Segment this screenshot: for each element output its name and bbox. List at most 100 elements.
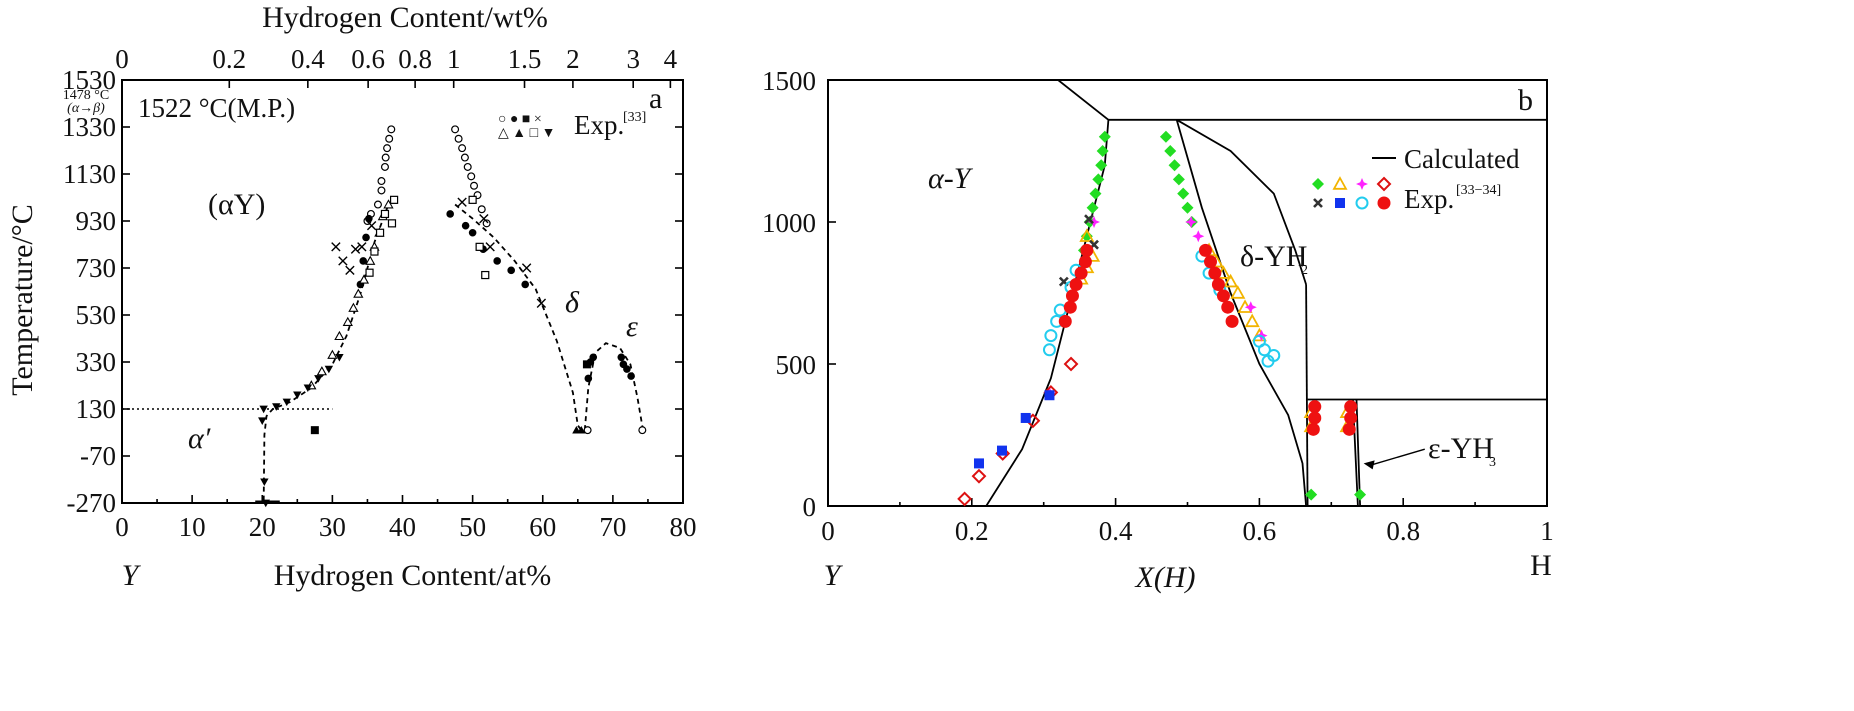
data-point-open-circle — [380, 162, 389, 171]
data-point-open-circle — [477, 205, 486, 214]
data-point-open-circle — [460, 153, 469, 162]
data-point-green-diamond — [1092, 173, 1105, 186]
y-tick-label: 730 — [76, 253, 117, 283]
data-point-red-circle — [1308, 411, 1322, 425]
alpha-solvus-line — [262, 204, 390, 501]
x2-tick-label: 1.5 — [508, 44, 542, 74]
data-point-cyan-circle — [1044, 329, 1058, 343]
calculated-line — [1305, 284, 1309, 507]
data-point-red-circle — [1211, 277, 1225, 291]
x-tick-label: 60 — [529, 512, 556, 542]
data-point-green-diamond — [1164, 145, 1177, 157]
data-point-filled-circle — [359, 257, 368, 265]
data-point-open-circle — [463, 162, 472, 171]
data-point-cross — [350, 244, 361, 254]
x-tick-label: 0 — [821, 516, 835, 546]
y-tick-label: 0 — [803, 492, 817, 522]
data-point-open-square — [475, 242, 484, 251]
data-point-yellow-triangle — [1223, 273, 1239, 288]
data-point-open-circle — [381, 153, 390, 162]
data-point-filled-circle — [365, 214, 373, 223]
delta-label: δ — [565, 286, 580, 319]
x-axis-label: X(H) — [1135, 561, 1196, 594]
data-point-yellow-triangle — [1230, 285, 1246, 299]
data-point-filled-circle — [468, 228, 477, 237]
series-filled-down-triangle — [258, 353, 344, 508]
data-point-open-square — [468, 195, 477, 204]
data-point-dark-cross — [1084, 214, 1094, 225]
data-point-open-circle — [454, 134, 463, 143]
panel-a-chart: 0 10 20 30 40 50 60 70 80 0 0.2 0.4 0.6 0.8 1 1.5 2 3 4 -27… — [6, 1, 697, 592]
x-axis-label: Hydrogen Content/at% — [274, 559, 551, 592]
data-point-cross — [331, 242, 341, 252]
data-point-open-triangle — [383, 199, 394, 209]
data-point-filled-down-triangle — [324, 365, 334, 374]
x-tick-label: 0 — [115, 512, 129, 542]
series-green-diamond — [1077, 130, 1367, 501]
data-point-filled-circle — [623, 365, 631, 373]
data-point-open-square — [481, 270, 490, 280]
data-point-green-diamond — [1086, 201, 1099, 214]
data-point-open-square — [380, 209, 390, 219]
data-point-filled-down-triangle — [272, 403, 281, 411]
epsilon-yh3-subscript: 3 — [1489, 455, 1496, 470]
x2-axis-label: Hydrogen Content/wt% — [262, 1, 548, 34]
data-point-green-diamond — [1095, 159, 1108, 172]
data-point-cross — [338, 256, 348, 266]
epsilon-arrow-head — [1363, 460, 1375, 470]
y-tick-label: -270 — [67, 488, 117, 518]
data-point-red-circle — [1065, 289, 1079, 303]
data-point-green-diamond — [1080, 230, 1093, 243]
data-point-green-diamond — [1168, 159, 1181, 172]
y-axis-label: Temperature/°C — [6, 204, 39, 395]
data-point-open-circle — [638, 426, 647, 435]
panel-label: b — [1518, 84, 1533, 117]
series-cross — [331, 197, 547, 308]
x-tick-label: 10 — [179, 512, 206, 542]
data-point-open-circle — [583, 426, 592, 435]
data-point-filled-down-triangle — [282, 398, 291, 407]
x-tick-label: 0.4 — [1099, 516, 1133, 546]
data-point-red-circle — [1204, 255, 1218, 269]
alpha-y-label: α-Y — [928, 162, 974, 195]
data-point-magenta-star — [1192, 230, 1205, 243]
melting-point-label: 1522 °C(M.P.) — [138, 93, 295, 123]
legend-marker-dark-cross — [1313, 198, 1323, 208]
data-point-open-circle — [470, 181, 479, 190]
data-point-red-circle — [1225, 314, 1239, 328]
data-point-yellow-triangle — [1244, 313, 1260, 328]
data-point-open-square — [370, 247, 379, 256]
y-tick-label: 930 — [76, 206, 117, 236]
data-point-filled-circle — [584, 374, 593, 383]
series-blue-square — [973, 390, 1055, 469]
legend-exp-reference: [33−34] — [1456, 183, 1501, 198]
data-point-filled-down-triangle — [335, 353, 344, 362]
data-point-open-square — [387, 219, 397, 228]
data-point-open-circle — [458, 144, 467, 153]
x-tick-label: 0.2 — [955, 516, 989, 546]
series-open-triangle — [306, 199, 394, 390]
data-point-red-circle — [1078, 255, 1092, 269]
data-point-open-triangle — [334, 330, 345, 341]
delta-boundary-line — [454, 203, 583, 431]
data-point-open-triangle — [358, 274, 370, 284]
x-tick-label: 0.6 — [1243, 516, 1277, 546]
data-point-green-diamond — [1354, 488, 1367, 501]
data-point-open-circle — [377, 186, 386, 195]
x2-tick-label: 0.6 — [351, 44, 385, 74]
data-point-green-diamond — [1181, 201, 1194, 214]
y-tick-label: 1000 — [762, 208, 816, 238]
x2-tick-label: 4 — [664, 44, 678, 74]
data-point-magenta-star — [1244, 301, 1257, 314]
legend-symbols-row1: ○ ● ■ × — [498, 112, 542, 127]
data-point-green-diamond — [1305, 488, 1318, 501]
legend-marker-cyan-circle — [1355, 196, 1369, 210]
delta-yh2-label: δ-YH — [1240, 240, 1307, 273]
legend-calculated-label: Calculated — [1404, 144, 1520, 174]
data-point-red-circle — [1198, 243, 1212, 257]
data-point-cross — [485, 242, 495, 252]
legend-marker-blue-square — [1335, 198, 1345, 208]
data-point-filled-circle — [493, 257, 501, 265]
legend-exp-label: Exp. — [1404, 184, 1454, 214]
series-filled-square — [310, 360, 591, 435]
